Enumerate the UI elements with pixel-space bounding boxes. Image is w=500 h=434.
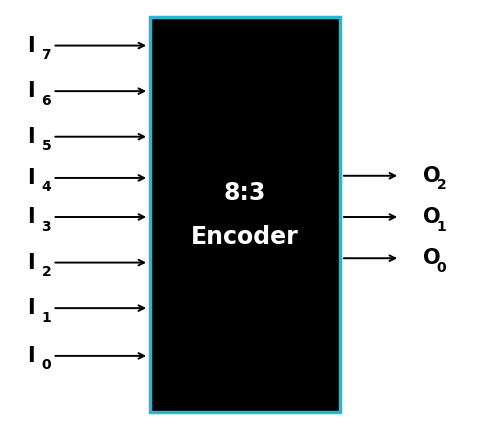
Text: 3: 3	[42, 220, 51, 233]
Text: I: I	[28, 298, 35, 318]
Text: O: O	[422, 248, 440, 268]
Text: 2: 2	[42, 265, 51, 279]
Text: 5: 5	[42, 139, 51, 153]
Text: I: I	[28, 168, 35, 188]
Text: I: I	[28, 127, 35, 147]
Text: Encoder: Encoder	[191, 224, 299, 249]
Text: 0: 0	[42, 358, 51, 372]
FancyBboxPatch shape	[150, 17, 340, 412]
Text: I: I	[28, 346, 35, 366]
Text: 4: 4	[42, 181, 51, 194]
Text: O: O	[422, 207, 440, 227]
Text: 1: 1	[436, 220, 446, 233]
Text: 8:3: 8:3	[224, 181, 266, 205]
Text: 2: 2	[436, 178, 446, 192]
Text: 6: 6	[42, 94, 51, 108]
Text: I: I	[28, 81, 35, 101]
Text: I: I	[28, 36, 35, 56]
Text: 0: 0	[436, 261, 446, 275]
Text: O: O	[422, 166, 440, 186]
Text: 7: 7	[42, 48, 51, 62]
Text: 1: 1	[42, 311, 51, 325]
Text: I: I	[28, 253, 35, 273]
Text: I: I	[28, 207, 35, 227]
